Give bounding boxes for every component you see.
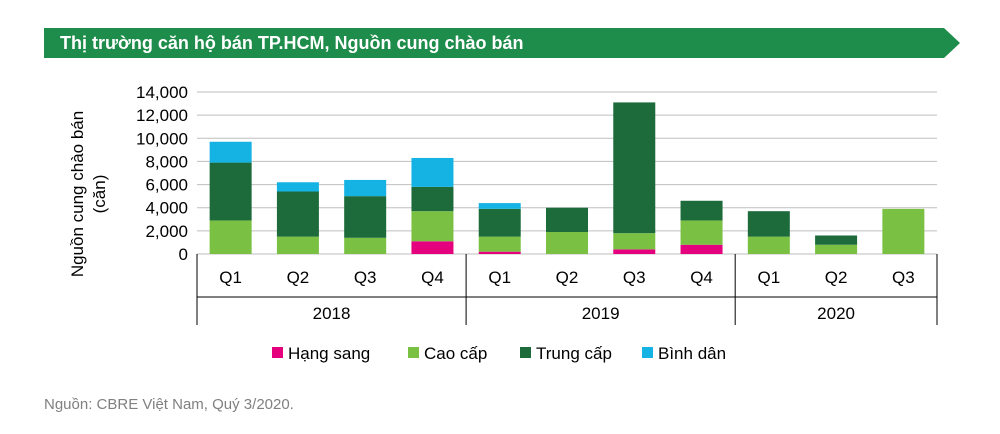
bar-segment (815, 244, 858, 254)
bar-segment (680, 244, 723, 254)
bar-segment (276, 182, 319, 192)
x-tick-label: Q2 (556, 268, 579, 287)
chart-header-banner (44, 28, 960, 58)
x-group-label: 2019 (582, 304, 620, 323)
bar-segment (747, 211, 790, 237)
bar-segment (478, 251, 521, 254)
bar-segment (815, 235, 858, 245)
x-tick-label: Q3 (892, 268, 915, 287)
y-tick-label: 10,000 (136, 129, 188, 148)
legend-swatch (408, 347, 419, 358)
source-note: Nguồn: CBRE Việt Nam, Quý 3/2020. (44, 396, 294, 413)
legend-swatch (520, 347, 531, 358)
legend-label: Cao cấp (424, 344, 487, 363)
legend-swatch (272, 347, 283, 358)
bar-segment (478, 236, 521, 252)
legend-label: Trung cấp (536, 344, 612, 363)
bar-segment (546, 207, 588, 233)
x-tick-label: Q2 (825, 268, 848, 287)
x-group-label: 2018 (313, 304, 351, 323)
x-tick-label: Q3 (354, 268, 377, 287)
bar-segment (680, 200, 723, 221)
y-axis-title: (căn) (90, 175, 109, 214)
y-tick-label: 4,000 (145, 199, 188, 218)
y-tick-label: 0 (179, 245, 188, 264)
bar-segment (209, 141, 252, 163)
stacked-bar-chart: 0 2,000 4,000 6,000 8,000 10,000 12,000 14,000 N… (68, 83, 938, 363)
x-tick-label: Q1 (488, 268, 511, 287)
bar-segment (613, 249, 656, 254)
x-group-label: 2020 (817, 304, 855, 323)
x-tick-label: Q1 (757, 268, 780, 287)
bar-segment (209, 162, 252, 221)
x-tick-label: Q2 (287, 268, 310, 287)
bar-segment (344, 179, 387, 197)
bar-segment (276, 191, 319, 237)
bar-segment (613, 233, 656, 250)
bar-segment (344, 196, 387, 238)
bar-segment (209, 220, 252, 254)
x-tick-label: Q1 (219, 268, 242, 287)
bar-segment (344, 237, 387, 254)
y-tick-label: 8,000 (145, 152, 188, 171)
legend-swatch (642, 347, 653, 358)
x-tick-label: Q3 (623, 268, 646, 287)
y-tick-label: 6,000 (145, 176, 188, 195)
bar-segment (680, 220, 723, 245)
bar-segment (276, 236, 319, 254)
bar-segment (478, 203, 521, 209)
y-tick-label: 2,000 (145, 222, 188, 241)
bar-segment (411, 241, 454, 254)
bar-segment (882, 208, 925, 254)
y-axis-title: Nguồn cung chào bán (68, 111, 87, 277)
chart-title: Thị trường căn hộ bán TP.HCM, Nguồn cung… (60, 33, 524, 53)
bar-segment (411, 157, 454, 187)
y-tick-label: 14,000 (136, 83, 188, 102)
bar-segment (546, 232, 588, 254)
bar-segment (747, 236, 790, 254)
bar-segment (411, 186, 454, 212)
bar-segment (478, 208, 521, 237)
y-tick-label: 12,000 (136, 106, 188, 125)
x-tick-label: Q4 (421, 268, 444, 287)
bar-segment (613, 102, 656, 234)
legend-label: Bình dân (658, 344, 726, 363)
legend-label: Hạng sang (288, 344, 370, 363)
bar-segment (411, 211, 454, 242)
x-tick-label: Q4 (690, 268, 713, 287)
